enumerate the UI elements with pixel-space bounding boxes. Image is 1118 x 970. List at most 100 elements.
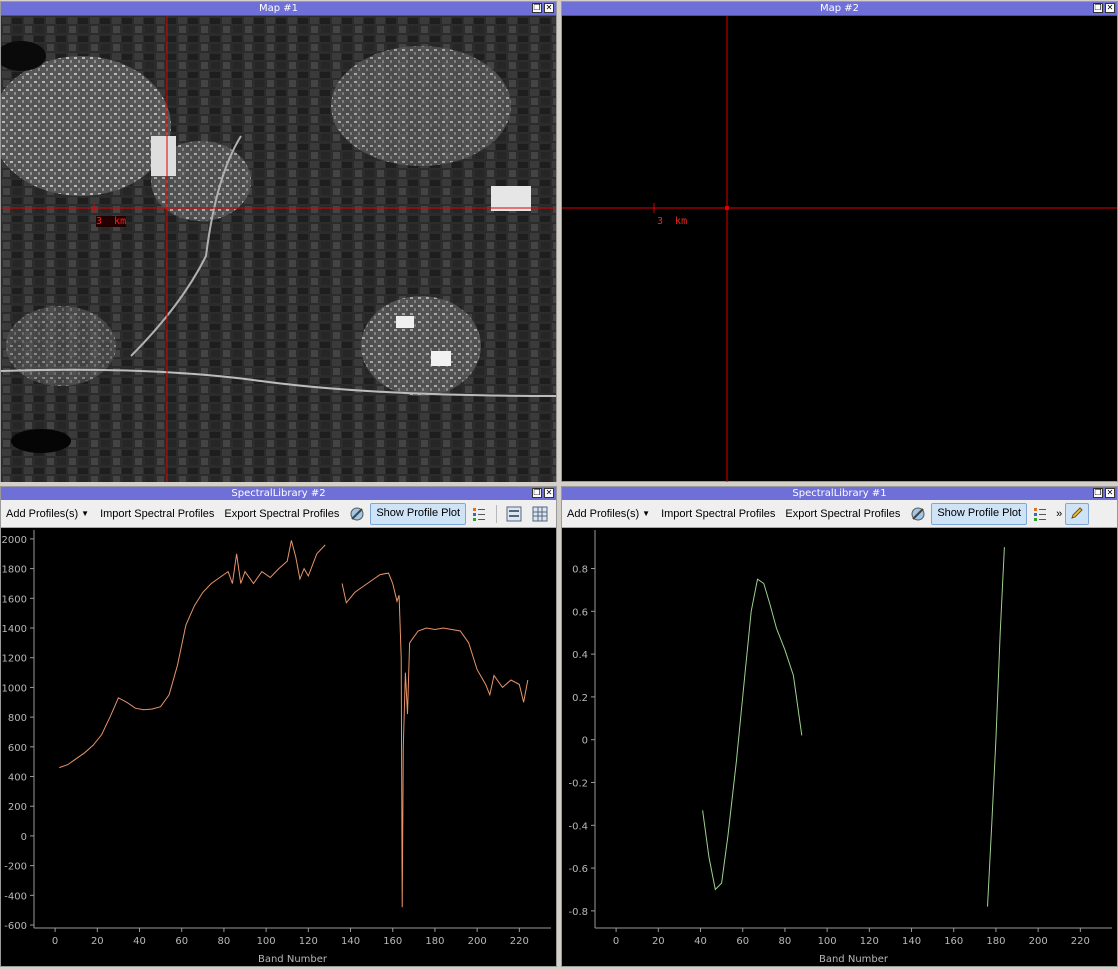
speclib1-y-tick-label: 0.8	[572, 565, 588, 576]
toolbar-separator	[496, 504, 498, 523]
select-profiles-icon[interactable]	[909, 505, 927, 523]
close-icon[interactable]: ✕	[544, 488, 554, 498]
speclib2-y-tick-label: -200	[4, 862, 27, 873]
speclib1-x-tick-label: 120	[860, 936, 879, 947]
speclib1-y-tick-label: 0.6	[572, 607, 588, 618]
speclib1-x-tick-label: 20	[652, 936, 665, 947]
chevron-down-icon[interactable]: ▼	[642, 509, 651, 518]
speclib1-x-tick-label: 220	[1071, 936, 1090, 947]
import-profiles-button[interactable]: Import Spectral Profiles	[661, 507, 776, 520]
speclib2-y-tick-label: 1400	[2, 624, 27, 635]
speclib1-x-tick-label: 180	[986, 936, 1005, 947]
map1-scale-label: 3 km	[96, 216, 127, 227]
map1-titlebar[interactable]: Map #1 ❐ ✕	[1, 2, 556, 16]
speclib2-y-tick-label: 1600	[2, 594, 27, 605]
show-profile-plot-button[interactable]: Show Profile Plot	[931, 502, 1028, 525]
speclib2-y-tick-label: 0	[21, 832, 27, 843]
speclib1-x-axis-label: Band Number	[819, 954, 889, 965]
table-view-icon[interactable]	[531, 505, 549, 523]
speclib2-x-tick-label: 100	[257, 936, 276, 947]
chevron-down-icon[interactable]: ▼	[81, 509, 90, 518]
map1-title: Map #1	[258, 3, 299, 14]
speclib2-toolbar: Add Profiles(s) ▼ Import Spectral Profil…	[1, 500, 556, 528]
speclib2-y-tick-label: 800	[8, 713, 27, 724]
speclib1-x-tick-label: 60	[736, 936, 749, 947]
export-profiles-button[interactable]: Export Spectral Profiles	[224, 507, 340, 520]
map2-titlebar[interactable]: Map #2 ❐ ✕	[562, 2, 1117, 16]
speclib2-y-tick-label: 400	[8, 773, 27, 784]
speclib1-x-tick-label: 80	[779, 936, 792, 947]
speclib2-titlebar[interactable]: SpectralLibrary #2 ❐ ✕	[1, 487, 556, 501]
speclib1-y-tick-label: -0.6	[568, 864, 588, 875]
speclib1-toolbar: Add Profiles(s) ▼ Import Spectral Profil…	[562, 500, 1117, 528]
float-icon[interactable]: ❐	[1093, 488, 1103, 498]
select-profiles-icon[interactable]	[348, 505, 366, 523]
toolbar-overflow-button[interactable]: »	[1056, 507, 1063, 520]
speclib2-profile-line[interactable]	[341, 572, 529, 908]
speclib2-y-tick-label: 1000	[2, 683, 27, 694]
speclib2-plot: -600-400-2000200400600800100012001400160…	[2, 530, 551, 965]
speclib2-x-tick-label: 40	[133, 936, 146, 947]
speclib1-plot-area[interactable]: -0.8 -0.6 -0.4 -0.2 0 0.2 0.4 0.6 0.8 0 20 40 60 80 10…	[562, 528, 1117, 966]
speclib1-x-tick-label: 40	[694, 936, 707, 947]
map1-image	[0, 16, 557, 482]
profile-style-icon[interactable]	[470, 505, 488, 523]
close-icon[interactable]: ✕	[1105, 488, 1115, 498]
speclib2-profile-line[interactable]	[59, 540, 326, 769]
map2-window: Map #2 ❐ ✕ 3 km	[561, 1, 1118, 482]
profile-style-icon[interactable]	[1031, 505, 1049, 523]
map2-canvas[interactable]: 3 km	[562, 16, 1117, 482]
speclib1-window: SpectralLibrary #1 ❐ ✕ Add Profiles(s) ▼…	[561, 486, 1118, 967]
speclib2-y-tick-label: 200	[8, 802, 27, 813]
speclib1-x-tick-label: 140	[902, 936, 921, 947]
speclib2-x-tick-label: 200	[468, 936, 487, 947]
speclib2-x-tick-label: 120	[299, 936, 318, 947]
speclib2-x-tick-label: 80	[218, 936, 231, 947]
speclib2-x-axis-label: Band Number	[258, 954, 328, 965]
float-icon[interactable]: ❐	[532, 488, 542, 498]
speclib2-x-tick-label: 180	[425, 936, 444, 947]
speclib1-y-tick-label: 0	[582, 736, 588, 747]
speclib1-y-tick-label: 0.4	[572, 650, 588, 661]
close-icon[interactable]: ✕	[1105, 3, 1115, 13]
speclib1-x-tick-label: 0	[613, 936, 619, 947]
speclib2-x-tick-label: 60	[175, 936, 188, 947]
speclib2-y-tick-label: -600	[4, 921, 27, 932]
speclib1-y-tick-label: -0.4	[568, 821, 588, 832]
speclib1-x-tick-label: 200	[1029, 936, 1048, 947]
speclib2-y-tick-label: 600	[8, 743, 27, 754]
speclib2-x-tick-label: 160	[383, 936, 402, 947]
speclib2-title: SpectralLibrary #2	[231, 488, 326, 499]
speclib2-y-tick-label: 1800	[2, 565, 27, 576]
speclib1-x-tick-label: 100	[818, 936, 837, 947]
map1-canvas[interactable]: 3 km	[0, 16, 557, 482]
speclib2-x-tick-label: 140	[341, 936, 360, 947]
add-profiles-button[interactable]: Add Profiles(s)	[6, 507, 79, 520]
speclib2-window: SpectralLibrary #2 ❐ ✕ Add Profiles(s) ▼…	[0, 486, 557, 967]
float-icon[interactable]: ❐	[1093, 3, 1103, 13]
speclib2-x-tick-label: 0	[52, 936, 58, 947]
speclib1-y-tick-label: -0.2	[568, 778, 588, 789]
speclib2-y-tick-label: 2000	[2, 535, 27, 546]
edit-pencil-button[interactable]	[1065, 502, 1090, 525]
speclib1-titlebar[interactable]: SpectralLibrary #1 ❐ ✕	[562, 487, 1117, 501]
speclib2-y-tick-label: 1200	[2, 654, 27, 665]
close-icon[interactable]: ✕	[544, 3, 554, 13]
speclib1-title: SpectralLibrary #1	[792, 488, 887, 499]
map2-scale-label: 3 km	[657, 216, 688, 227]
form-view-icon[interactable]	[505, 505, 523, 523]
speclib1-profile-line[interactable]	[702, 578, 803, 891]
speclib1-profile-line[interactable]	[987, 547, 1005, 907]
speclib2-x-tick-label: 220	[510, 936, 529, 947]
show-profile-plot-button[interactable]: Show Profile Plot	[370, 502, 467, 525]
add-profiles-button[interactable]: Add Profiles(s)	[567, 507, 640, 520]
speclib1-x-tick-label: 160	[944, 936, 963, 947]
map2-title: Map #2	[819, 3, 860, 14]
import-profiles-button[interactable]: Import Spectral Profiles	[100, 507, 215, 520]
map1-window: Map #1 ❐ ✕	[0, 1, 557, 482]
export-profiles-button[interactable]: Export Spectral Profiles	[785, 507, 901, 520]
speclib2-x-tick-label: 20	[91, 936, 104, 947]
speclib2-plot-area[interactable]: -600 -400 -200 0 200 400 600 800 1000 1200 1400 160…	[1, 528, 556, 966]
float-icon[interactable]: ❐	[532, 3, 542, 13]
speclib1-y-tick-label: -0.8	[568, 907, 588, 918]
